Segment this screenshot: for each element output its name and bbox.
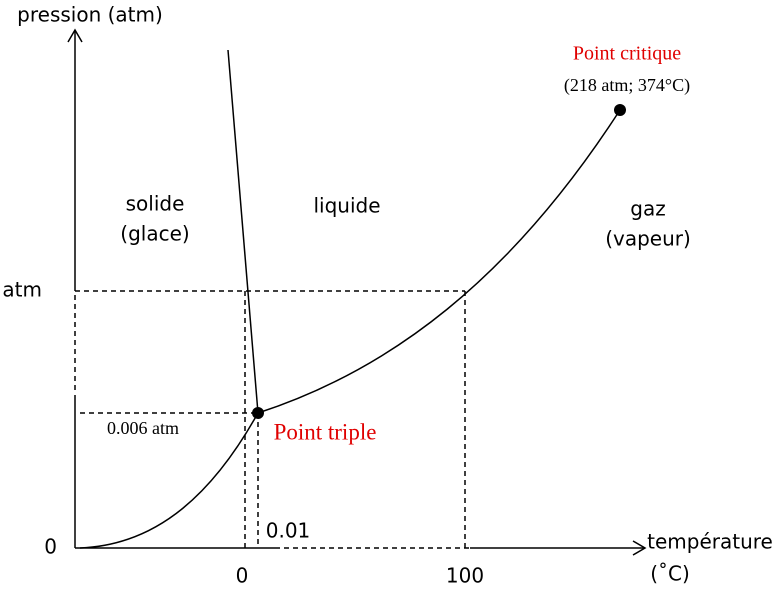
point-label: Point critique [573, 43, 681, 65]
y-arrow [67, 28, 83, 43]
region-label: solide [126, 192, 185, 216]
critical-point [614, 104, 626, 116]
x-tick-label: 0.01 [266, 519, 311, 543]
x-tick-label: 100 [446, 564, 484, 588]
region-label: gaz [630, 197, 665, 221]
triple-point [252, 407, 264, 419]
y-tick-label: 1 atm [0, 278, 42, 302]
fusion-curve [227, 49, 259, 414]
region-sublabel: (vapeur) [605, 227, 691, 251]
region-sublabel: (glace) [120, 222, 189, 246]
x-tick-label: 0 [236, 564, 249, 588]
vaporization-curve [257, 109, 621, 414]
y-axis-label: pression (atm) [17, 3, 163, 27]
y-tick-label: 0 [44, 535, 57, 559]
x-arrow [632, 540, 647, 556]
point-detail: (218 atm; 374°C) [564, 75, 690, 96]
sublimation-curve [79, 412, 259, 549]
region-label: liquide [313, 194, 380, 218]
x-axis-label: température [647, 530, 773, 554]
x-axis-unit: (˚C) [650, 562, 690, 586]
y-tick-label: 0.006 atm [107, 418, 179, 438]
point-label: Point triple [274, 419, 377, 444]
